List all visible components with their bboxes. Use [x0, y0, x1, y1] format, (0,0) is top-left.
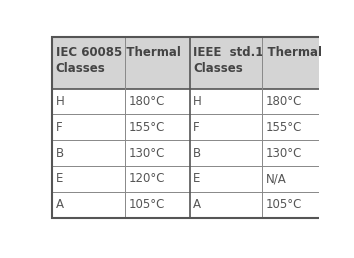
- Bar: [52, 37, 190, 88]
- Text: 180°C: 180°C: [266, 95, 302, 108]
- Text: F: F: [193, 121, 200, 134]
- Text: 105°C: 105°C: [129, 198, 165, 211]
- Text: E: E: [193, 172, 200, 186]
- Text: F: F: [56, 121, 62, 134]
- Text: A: A: [193, 198, 201, 211]
- Text: 180°C: 180°C: [129, 95, 165, 108]
- Text: 105°C: 105°C: [266, 198, 302, 211]
- Text: H: H: [56, 95, 64, 108]
- Text: E: E: [56, 172, 63, 186]
- Bar: [190, 37, 327, 88]
- Text: N/A: N/A: [266, 172, 286, 186]
- Text: B: B: [56, 147, 64, 160]
- Text: 155°C: 155°C: [266, 121, 302, 134]
- Text: 155°C: 155°C: [129, 121, 165, 134]
- Text: B: B: [193, 147, 201, 160]
- Text: A: A: [56, 198, 64, 211]
- Text: 120°C: 120°C: [129, 172, 165, 186]
- Bar: [52, 88, 327, 218]
- Text: IEEE  std.1 Thermal
Classes: IEEE std.1 Thermal Classes: [193, 46, 322, 75]
- Text: 130°C: 130°C: [129, 147, 165, 160]
- Text: H: H: [193, 95, 202, 108]
- Text: IEC 60085 Thermal
Classes: IEC 60085 Thermal Classes: [56, 46, 181, 75]
- Text: 130°C: 130°C: [266, 147, 302, 160]
